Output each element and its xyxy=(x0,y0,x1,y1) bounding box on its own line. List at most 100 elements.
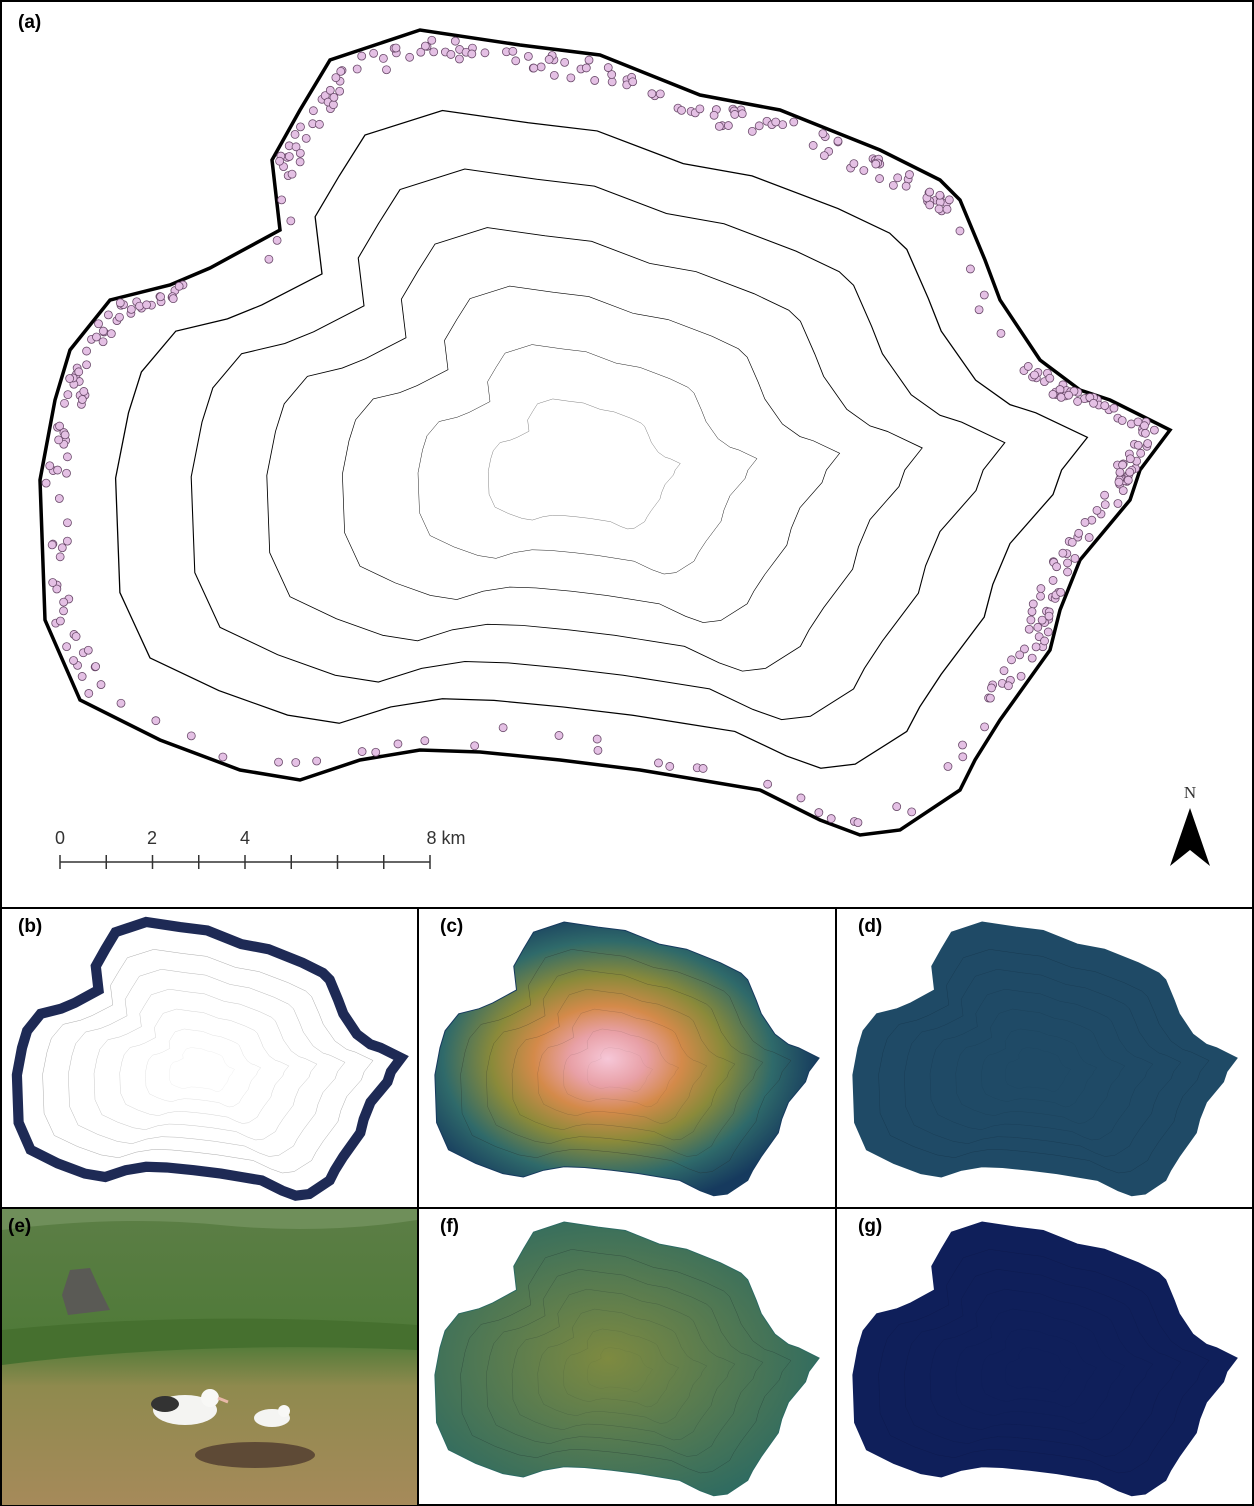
nest-point xyxy=(731,110,739,118)
nest-point xyxy=(315,120,323,128)
nest-point xyxy=(358,748,366,756)
nest-point xyxy=(157,293,165,301)
nest-point xyxy=(1016,651,1024,659)
nest-point xyxy=(1124,476,1132,484)
nest-point xyxy=(1081,518,1089,526)
nest-point xyxy=(273,236,281,244)
nest-point xyxy=(60,607,68,615)
nest-point xyxy=(1118,416,1126,424)
nest-point xyxy=(92,333,100,341)
nest-point xyxy=(1065,391,1073,399)
scale-label: 0 xyxy=(55,828,65,848)
nest-point xyxy=(935,205,943,213)
island xyxy=(435,1222,819,1496)
nest-point xyxy=(872,160,880,168)
nest-point xyxy=(738,110,746,118)
nest-point xyxy=(666,762,674,770)
island xyxy=(853,922,1237,1196)
nest-point xyxy=(127,305,135,313)
nest-point xyxy=(78,396,86,404)
nest-point xyxy=(966,265,974,273)
nest-point xyxy=(755,122,763,130)
panel-label: (g) xyxy=(858,1216,882,1237)
nest-point xyxy=(451,37,459,45)
nest-point xyxy=(1049,576,1057,584)
nest-point xyxy=(1119,461,1127,469)
nest-point xyxy=(60,598,68,606)
nest-point xyxy=(1057,393,1065,401)
nest-point xyxy=(815,809,823,817)
nest-point xyxy=(1057,588,1065,596)
nest-point xyxy=(545,55,553,63)
nest-point xyxy=(56,553,64,561)
nest-point xyxy=(58,544,66,552)
panel-label: (e) xyxy=(8,1216,31,1237)
nest-point xyxy=(1144,440,1152,448)
nest-point xyxy=(296,149,304,157)
nest-point xyxy=(1028,654,1036,662)
nest-point xyxy=(1114,500,1122,508)
nest-point xyxy=(291,130,299,138)
nest-point xyxy=(1134,441,1142,449)
nest-point xyxy=(860,166,868,174)
nest-point xyxy=(926,188,934,196)
nest-point xyxy=(70,656,78,664)
nest-point xyxy=(604,64,612,72)
nest-point xyxy=(265,255,273,263)
nest-point xyxy=(820,152,828,160)
nest-point xyxy=(329,101,337,109)
nest-point xyxy=(790,118,798,126)
nest-point xyxy=(997,329,1005,337)
nest-point xyxy=(49,579,57,587)
panel-label: (f) xyxy=(440,1216,459,1237)
nest-point xyxy=(987,684,995,692)
nest-point xyxy=(981,723,989,731)
nest-point xyxy=(1000,667,1008,675)
nest-point xyxy=(1110,404,1118,412)
nest-point xyxy=(104,311,112,319)
nest-point xyxy=(107,330,115,338)
nest-point xyxy=(975,306,983,314)
nest-point xyxy=(764,780,772,788)
nest-point xyxy=(72,632,80,640)
nest-point xyxy=(656,90,664,98)
island xyxy=(853,1222,1237,1496)
nest-point xyxy=(78,672,86,680)
nest-point xyxy=(593,735,601,743)
nest-point xyxy=(136,302,144,310)
nest-point xyxy=(696,105,704,113)
nest-point xyxy=(797,794,805,802)
nest-point xyxy=(95,320,103,328)
nest-point xyxy=(724,122,732,130)
nest-point xyxy=(1024,362,1032,370)
panel-label: (d) xyxy=(858,916,882,937)
nest-point xyxy=(116,299,124,307)
north-arrow xyxy=(1170,808,1210,866)
nest-point xyxy=(748,127,756,135)
nest-point xyxy=(582,64,590,72)
nest-point xyxy=(1150,426,1158,434)
nest-point xyxy=(430,48,438,56)
nest-point xyxy=(889,181,897,189)
nest-point xyxy=(85,689,93,697)
nest-point xyxy=(63,469,71,477)
nest-point xyxy=(276,157,284,165)
nest-point xyxy=(1029,600,1037,608)
nest-point xyxy=(63,519,71,527)
nest-point xyxy=(83,361,91,369)
nest-point xyxy=(406,53,414,61)
nest-point xyxy=(1027,616,1035,624)
nest-point xyxy=(372,748,380,756)
nest-point xyxy=(84,646,92,654)
figure: 0 2 4 8 km N (a) (b) (c) (d) (e) (f) (g) xyxy=(0,0,1254,1506)
photo xyxy=(2,1209,417,1505)
nest-point xyxy=(902,182,910,190)
nest-point xyxy=(379,54,387,62)
nest-point xyxy=(169,295,177,303)
nest-point xyxy=(943,205,951,213)
panel-label: (c) xyxy=(440,916,463,937)
nest-point xyxy=(591,76,599,84)
scale-label: 4 xyxy=(240,828,250,848)
nest-point xyxy=(594,746,602,754)
nest-point xyxy=(1037,585,1045,593)
